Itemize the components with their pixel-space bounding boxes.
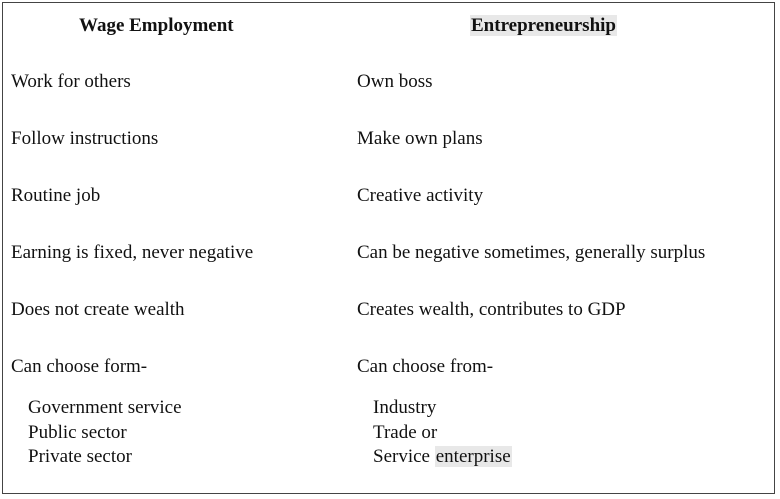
- row-6-right: Can choose from-: [357, 356, 494, 377]
- row-1-left: Work for others: [11, 71, 131, 92]
- row-4-right: Can be negative sometimes, generally sur…: [357, 242, 706, 263]
- header-entrepreneurship-label: Entrepreneurship: [470, 15, 617, 36]
- row-2-right: Make own plans: [357, 128, 483, 149]
- sublist-right-item-1: Industry: [373, 397, 437, 418]
- row-5-right: Creates wealth, contributes to GDP: [357, 299, 626, 320]
- row-1-right: Own boss: [357, 71, 433, 92]
- sublist-right-item-3-highlight: enterprise: [434, 446, 512, 467]
- row-4-left: Earning is fixed, never negative: [11, 242, 254, 263]
- sublist-left-item-1: Government service: [28, 397, 182, 418]
- header-wage-employment: Wage Employment: [79, 15, 234, 36]
- sublist-right-item-3: Service enterprise: [373, 445, 512, 469]
- row-3-right: Creative activity: [357, 185, 484, 206]
- row-3-left: Routine job: [11, 185, 101, 206]
- sublist-left-item-2: Public sector: [28, 422, 127, 443]
- row-5-left: Does not create wealth: [11, 299, 185, 320]
- sublist-right-item-3-prefix: Service: [373, 446, 430, 467]
- sublist-left-item-3: Private sector: [28, 446, 132, 467]
- header-entrepreneurship: Entrepreneurship: [470, 14, 617, 38]
- sublist-right-item-2: Trade or: [373, 422, 438, 443]
- table-frame: [2, 2, 775, 494]
- row-6-left: Can choose form-: [11, 356, 148, 377]
- row-2-left: Follow instructions: [11, 128, 159, 149]
